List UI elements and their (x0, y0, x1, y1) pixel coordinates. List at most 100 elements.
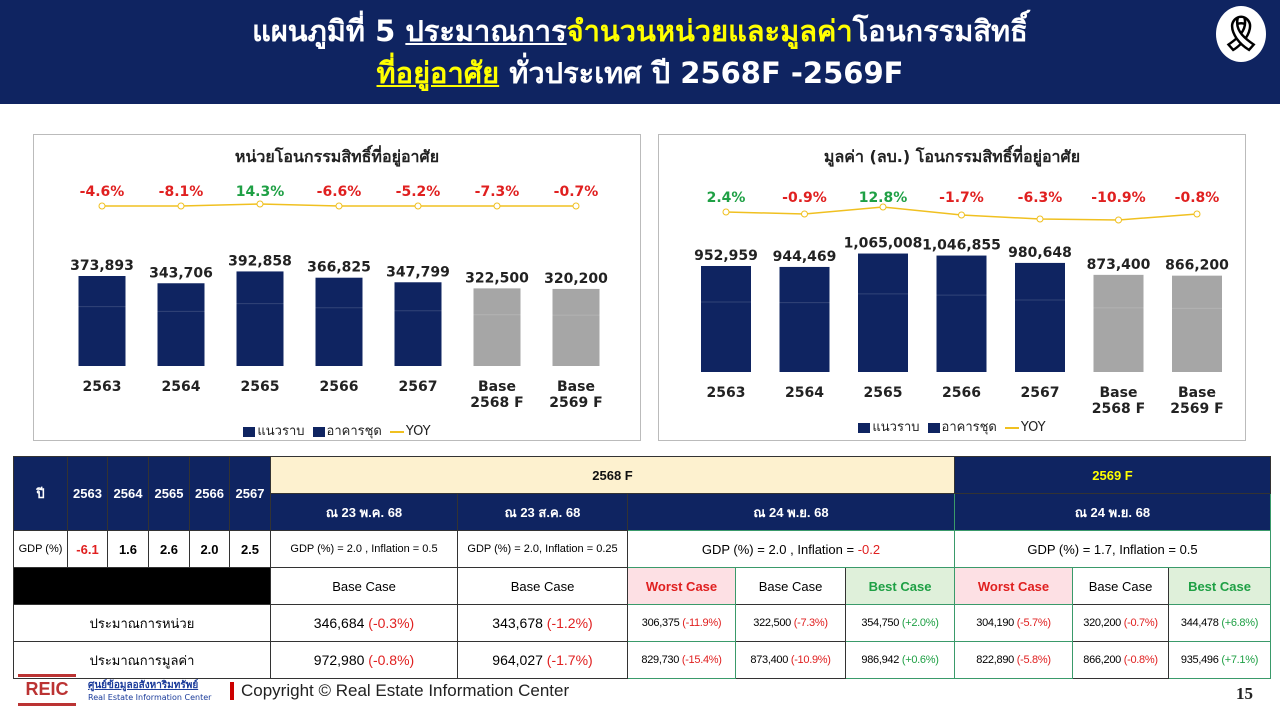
forecast-change: (-5.7%) (1016, 617, 1051, 629)
bar (315, 277, 363, 366)
forecast-value: 873,400 (750, 654, 789, 666)
yoy-label: -7.3% (475, 184, 520, 200)
category-label: 2569 F (1170, 401, 1223, 417)
bar-value-label: 952,959 (694, 248, 758, 264)
category-label: Base (557, 379, 595, 395)
year-header: ปี (13, 456, 68, 531)
bar-value-label: 320,200 (544, 271, 608, 287)
yoy-label: -4.6% (80, 184, 125, 200)
date-header: ณ 23 พ.ค. 68 (270, 493, 458, 531)
forecast-cell: 822,890 (-5.8%) (954, 641, 1073, 679)
legend-item: แนวราบ (858, 420, 920, 435)
date-header: ณ 23 ส.ค. 68 (457, 493, 628, 531)
category-label: 2563 (707, 385, 746, 401)
legend-label: YOY (1020, 420, 1046, 435)
category-label: 2568 F (470, 395, 523, 411)
divider (230, 682, 234, 700)
bar (1015, 262, 1065, 372)
case-header-worst: Worst Case (954, 567, 1073, 605)
category-label: Base (1178, 385, 1216, 401)
bar-value-label: 1,046,855 (922, 238, 1001, 254)
chart-legend: แนวราบ อาคารชุด YOY (34, 420, 640, 441)
table-row: ณ 23 พ.ค. 68 ณ 23 ส.ค. 68 ณ 24 พ.ย. 68 ณ… (14, 493, 1271, 531)
yoy-label: 12.8% (859, 190, 908, 206)
legend-item: อาคารชุด (312, 424, 382, 439)
table-row: ประมาณการมูลค่า 972,980 (-0.8%) 964,027 (… (13, 641, 1271, 679)
blank-cell (13, 567, 271, 605)
row-label: ประมาณการหน่วย (13, 604, 271, 642)
forecast-change: (-15.4%) (681, 654, 722, 666)
forecast-cell: 346,684 (-0.3%) (270, 604, 458, 642)
forecast-value: 354,750 (861, 617, 900, 629)
forecast-change: (-5.8%) (1016, 654, 1051, 666)
yoy-point (1193, 210, 1201, 218)
forecast-value: 304,190 (976, 617, 1014, 629)
bar (1172, 275, 1222, 372)
page-number: 15 (1236, 684, 1253, 703)
copyright: Copyright © Real Estate Information Cent… (241, 681, 570, 700)
chart-title: หน่วยโอนกรรมสิทธิ์ที่อยู่อาศัย (234, 147, 440, 166)
forecast-change: (-10.9%) (790, 654, 831, 666)
case-header-best: Best Case (845, 567, 955, 605)
mourning-ribbon-icon: 🎗 (1216, 6, 1266, 62)
title-banner: แผนภูมิที่ 5 ประมาณการจำนวนหน่วยและมูลค่… (0, 0, 1280, 104)
forecast-cell: 322,500 (-7.3%) (735, 604, 846, 642)
bar-value-label: 866,200 (1165, 258, 1229, 274)
year-header: 2563 (67, 456, 108, 531)
bar-value-label: 1,065,008 (844, 236, 923, 252)
units-chart-plot: 373,893 2563 -4.6% 343,706 2564 -8.1% 392,858 2… (70, 184, 608, 411)
bar-value-label: 373,893 (70, 258, 134, 274)
forecast-change: (-0.8%) (1123, 654, 1158, 666)
case-header: Base Case (735, 567, 846, 605)
forecast-value: 935,496 (1180, 654, 1219, 666)
forecast-cell: 935,496 (+7.1%) (1168, 641, 1271, 679)
legend-item: อาคารชุด (927, 420, 997, 435)
forecast-change: (+2.0%) (901, 617, 939, 629)
forecast-value: 346,684 (313, 615, 365, 631)
yoy-point (256, 200, 264, 208)
yoy-label: -8.1% (159, 184, 204, 200)
inflation-value: -0.2 (857, 541, 881, 557)
yoy-label: -0.8% (1175, 190, 1220, 206)
bar (394, 282, 442, 366)
forecast-change: (-11.9%) (682, 617, 722, 629)
forecast-change: (-1.7%) (546, 652, 593, 668)
bar (858, 253, 908, 372)
legend-label: แนวราบ (872, 420, 920, 435)
bar (78, 276, 126, 366)
yoy-point (98, 202, 106, 210)
forecast-2569-header: 2569 F (954, 456, 1271, 494)
year-header: 2565 (148, 456, 190, 531)
forecast-value: 829,730 (641, 654, 680, 666)
yoy-point (414, 202, 422, 210)
title-text: ที่อยู่อาศัย (376, 56, 500, 90)
yoy-label: -6.6% (317, 184, 362, 200)
category-label: 2569 F (549, 395, 602, 411)
forecast-change: (+6.8%) (1221, 617, 1259, 629)
org-name-thai: ศูนย์ข้อมูลอสังหาริมทรัพย์ (88, 680, 199, 691)
forecast-cell: 972,980 (-0.8%) (270, 641, 458, 679)
title-text: โอนกรรมสิทธิ์ (852, 14, 1028, 48)
forecast-cell: 343,678 (-1.2%) (457, 604, 628, 642)
chart-legend: แนวราบ อาคารชุด YOY (659, 416, 1245, 437)
assumption-cell: GDP (%) = 2.0 , Inflation = -0.2 (627, 530, 955, 568)
title-line-1: แผนภูมิที่ 5 ประมาณการจำนวนหน่วยและมูลค่… (0, 10, 1280, 52)
bar-value-label: 343,706 (149, 265, 213, 281)
legend-label: YOY (405, 424, 431, 439)
bar (473, 288, 521, 366)
yoy-point (801, 210, 808, 218)
category-label: 2564 (785, 385, 824, 401)
yoy-point (879, 203, 887, 211)
forecast-value: 320,200 (1083, 617, 1121, 629)
legend-label: อาคารชุด (326, 424, 382, 439)
title-text: แผนภูมิที่ 5 (252, 14, 406, 48)
forecast-change: (+7.1%) (1221, 654, 1259, 666)
yoy-point (335, 202, 343, 210)
forecast-value: 972,980 (313, 652, 365, 668)
forecast-cell: 354,750 (+2.0%) (845, 604, 955, 642)
bar (779, 266, 830, 372)
forecast-value: 322,500 (753, 617, 791, 629)
bar-value-label: 322,500 (465, 270, 529, 286)
case-header-worst: Worst Case (627, 567, 736, 605)
footer: REIC ศูนย์ข้อมูลอสังหาริมทรัพย์ Real Est… (0, 672, 1280, 715)
